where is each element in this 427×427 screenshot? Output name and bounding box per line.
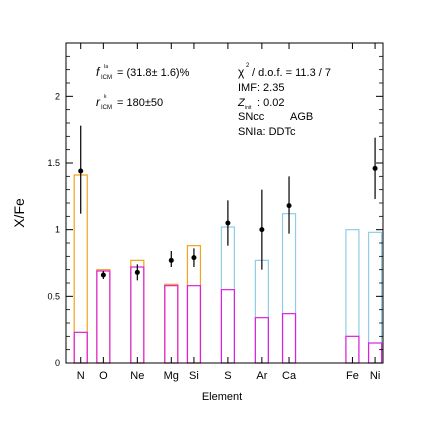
bar-sncc-mg [164, 285, 179, 364]
bar-sncc-o [96, 270, 111, 364]
x-tick-label: Fe [346, 370, 359, 382]
x-tick-label: Ni [370, 370, 380, 382]
point-o [100, 272, 106, 278]
rk-superscript: k [104, 94, 107, 100]
y-tick-label: 2 [55, 91, 60, 101]
x-tick-label: Si [189, 370, 199, 382]
rk-value: = 180±50 [117, 97, 163, 109]
chi2-superscript: 2 [246, 63, 250, 69]
point-s [225, 220, 231, 226]
x-axis-label: Element [202, 391, 242, 403]
bar-sncc-ne [130, 266, 145, 364]
axes-layer: 0 0.5 1 1.5 2 N O Ne Mg Si S Ar Ca Fe Ni [47, 43, 383, 382]
fia-value: = (31.8± 1.6)% [117, 67, 190, 79]
point-ca [286, 203, 292, 209]
bar-snia-s [220, 226, 235, 364]
x-tick-label: O [99, 370, 108, 382]
y-axis-label: X/Fe [11, 198, 27, 228]
annotation-rk: r k ICM = 180±50 [96, 94, 163, 111]
zinit-subscript: init [245, 105, 252, 111]
point-ar [259, 227, 265, 233]
fia-superscript: Ia [104, 64, 108, 70]
y-tick-label: 1 [55, 225, 60, 235]
bar-agb-o [96, 269, 111, 364]
y-tick-label: 1.5 [47, 158, 60, 168]
bar-sncc-ar [254, 317, 269, 364]
x-tick-label: N [77, 370, 85, 382]
annotation-imf: IMF: 2.35 [238, 82, 284, 94]
zinit-value: : 0.02 [257, 97, 285, 109]
bar-sncc-ca [281, 313, 297, 364]
annotation-fia: f Ia ICM = (31.8± 1.6)% [96, 64, 190, 81]
legend-sncc: SNcc [238, 111, 265, 123]
rk-subscript: ICM [101, 105, 112, 111]
point-mg [168, 257, 174, 263]
y-tick-label: 0 [55, 358, 60, 368]
bar-snia-ca [281, 213, 297, 364]
fia-symbol: f [96, 65, 101, 79]
legend-snia: SNIa: DDTc [238, 126, 296, 138]
chi2-value: / d.o.f. = 11.3 / 7 [252, 67, 331, 79]
x-tick-label: Ne [130, 370, 144, 382]
point-ne [134, 269, 140, 275]
annotation-chi2: χ 2 / d.o.f. = 11.3 / 7 [238, 63, 331, 79]
x-tick-label: Ca [282, 370, 297, 382]
x-tick-label: S [224, 370, 231, 382]
zinit-symbol: Z [237, 97, 246, 109]
plot-frame [65, 42, 384, 364]
points-layer [78, 125, 378, 281]
point-si [191, 255, 197, 261]
point-n [78, 168, 84, 174]
point-ni [372, 165, 378, 171]
legend-agb: AGB [290, 111, 313, 123]
x-tick-label: Mg [164, 370, 179, 382]
bar-sncc-si [186, 285, 202, 364]
annotation-zinit: Z init : 0.02 [237, 97, 285, 111]
bar-snia-ar [254, 259, 269, 364]
y-tick-label: 0.5 [47, 291, 60, 301]
rk-symbol: r [96, 95, 101, 109]
x-tick-label: Ar [256, 370, 267, 382]
chi2-symbol: χ [238, 65, 245, 79]
bar-agb-mg [164, 283, 179, 364]
fia-subscript: ICM [101, 75, 112, 81]
bar-sncc-s [220, 289, 235, 364]
bar-snia-fe [345, 229, 360, 364]
